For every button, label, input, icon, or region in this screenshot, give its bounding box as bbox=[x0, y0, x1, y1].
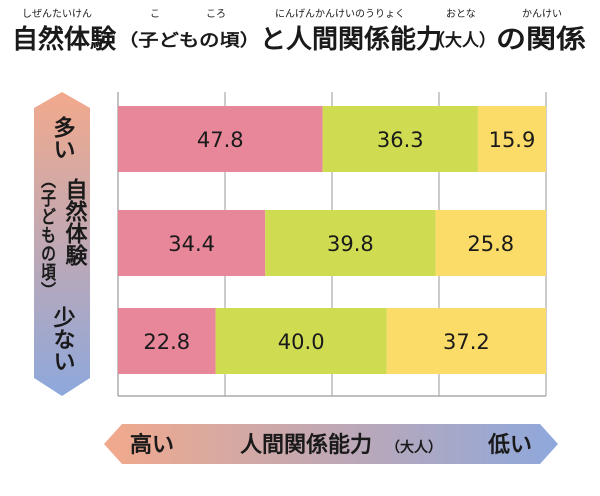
title-ruby-koro: ころ bbox=[206, 9, 226, 20]
title-part-1: 自然体験 bbox=[12, 24, 117, 55]
bar-segment bbox=[118, 308, 216, 374]
x-axis-arrow-shape bbox=[104, 424, 558, 464]
title-ruby-shizentaiken: しぜんたいけん bbox=[22, 8, 92, 20]
data-label: 15.9 bbox=[489, 128, 536, 152]
bar-segment bbox=[215, 308, 387, 374]
x-axis-main-label: 人間関係能力 bbox=[240, 432, 372, 458]
data-label: 36.3 bbox=[377, 128, 424, 152]
x-axis-high-label: 高い bbox=[130, 432, 174, 458]
title-ruby-kankei: かんけい bbox=[522, 8, 562, 20]
bar-segment bbox=[322, 106, 478, 172]
data-label: 22.8 bbox=[143, 330, 190, 354]
data-label: 40.0 bbox=[278, 330, 325, 354]
bar-segment bbox=[386, 308, 546, 374]
data-label: 34.4 bbox=[168, 232, 215, 256]
data-label: 37.2 bbox=[443, 330, 490, 354]
bar-segment bbox=[118, 106, 323, 172]
y-axis-high-label: 多い bbox=[50, 115, 76, 160]
data-label: 39.8 bbox=[327, 232, 374, 256]
title-ruby-ko: こ bbox=[150, 9, 160, 20]
bar-segment bbox=[118, 210, 266, 276]
bar-segment bbox=[435, 210, 546, 276]
plot-area: 47.8 36.3 15.9 34.4 39.8 25.8 22.8 40.0 37.2 bbox=[117, 92, 547, 397]
title-part-2: （子どもの頃） bbox=[118, 30, 260, 51]
title-part-3: と人間関係能力 bbox=[260, 24, 442, 55]
title-ruby-ningenkankeinouryoku: にんげんかんけいのうりょく bbox=[275, 8, 405, 20]
x-axis-low-label: 低い bbox=[487, 433, 532, 458]
x-axis-arrow: 高い 人間関係能力 （大人） 低い bbox=[104, 424, 558, 464]
y-axis-low-label: 少ない bbox=[50, 306, 77, 372]
x-axis-sub-label: （大人） bbox=[386, 439, 442, 456]
bar-segment bbox=[477, 106, 546, 172]
title-part-4: （大人） bbox=[428, 30, 496, 51]
data-label: 25.8 bbox=[467, 232, 514, 256]
title-part-5: の関係 bbox=[496, 25, 586, 55]
chart-title: しぜんたいけん こ ころ にんげんかんけいのうりょく おとな かんけい 自然体験… bbox=[12, 8, 586, 55]
y-axis-sub-label: （子どもの頃） bbox=[39, 170, 57, 300]
y-axis-arrow-shape bbox=[34, 92, 90, 396]
y-axis-arrow: 多い （子どもの頃） 自然体験 少ない bbox=[34, 92, 90, 396]
y-axis-main-label: 自然体験 bbox=[62, 177, 88, 267]
data-label: 47.8 bbox=[197, 128, 244, 152]
bar-segment bbox=[265, 210, 436, 276]
title-ruby-otona: おとな bbox=[446, 8, 476, 20]
